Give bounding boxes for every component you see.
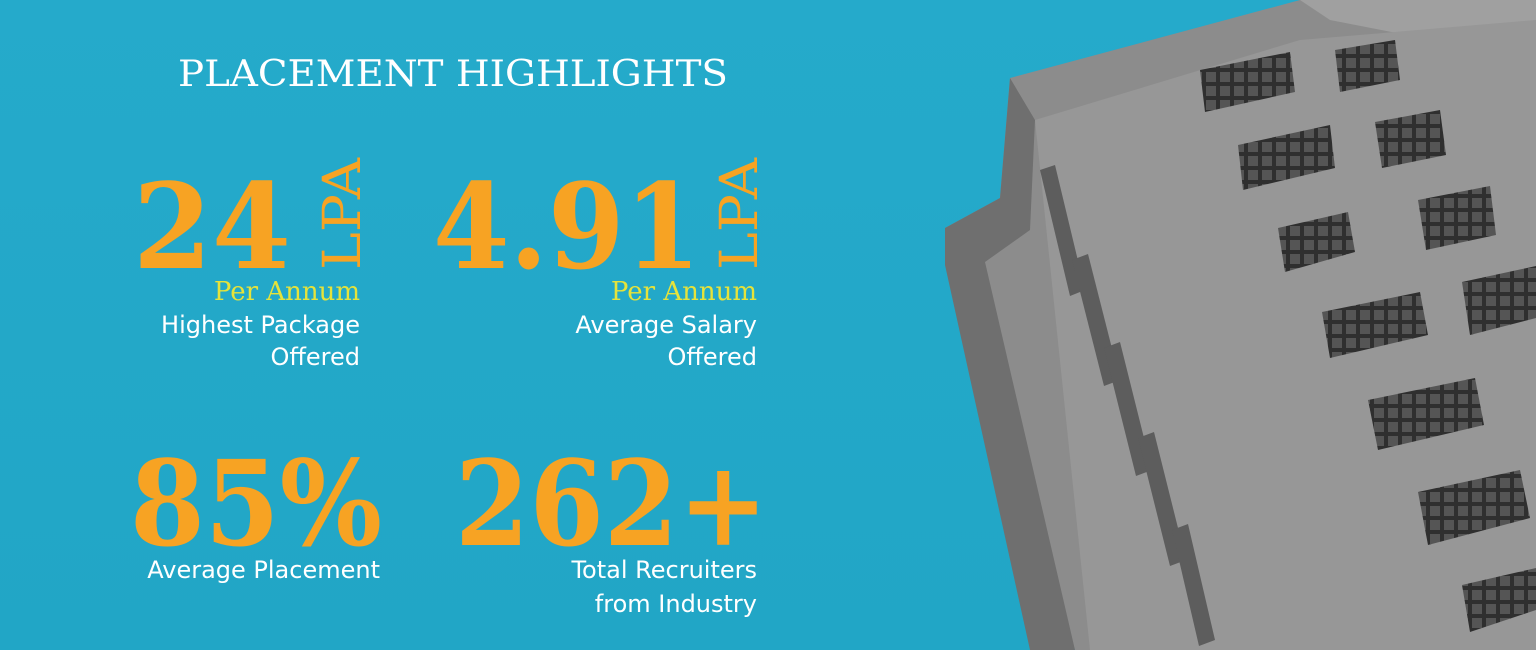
- stat-value: 24: [133, 157, 291, 296]
- title: PLACEMENT HIGHLIGHTS: [178, 54, 728, 95]
- stat-value: 4.91: [433, 157, 701, 296]
- stat-label: Average Salary: [575, 311, 757, 339]
- stat-label: Offered: [667, 343, 757, 371]
- stat-label: Offered: [270, 343, 360, 371]
- stat-value: 85%: [130, 434, 382, 573]
- building-photo: [945, 0, 1536, 650]
- stat-label: Total Recruiters: [570, 556, 757, 584]
- stat-unit: LPA: [313, 156, 373, 270]
- stat-label: Average Placement: [147, 556, 380, 584]
- stat-note: Per Annum: [214, 277, 360, 307]
- stat-label: from Industry: [595, 590, 757, 618]
- stat-unit: LPA: [710, 156, 770, 270]
- stat-value: 262+: [455, 434, 768, 573]
- stat-label: Highest Package: [161, 311, 360, 339]
- stat-note: Per Annum: [611, 277, 757, 307]
